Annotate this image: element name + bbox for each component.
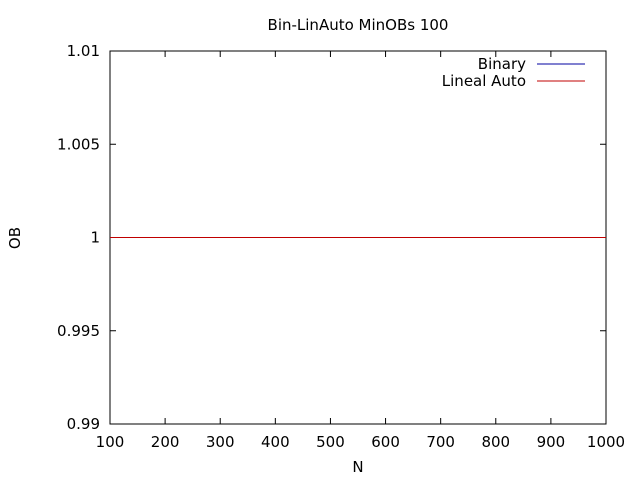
y-tick-label: 1.01 [67,42,100,60]
y-tick-label: 1 [90,229,100,247]
chart-title: Bin-LinAuto MinOBs 100 [268,16,449,34]
x-tick-label: 900 [537,433,566,451]
x-axis-ticks: 100 200 300 400 500 600 700 800 900 1000 [96,51,625,451]
x-tick-label: 200 [151,433,180,451]
x-tick-label: 400 [261,433,290,451]
y-axis-title: OB [6,227,24,249]
x-tick-label: 700 [426,433,455,451]
x-tick-label: 300 [206,433,235,451]
y-axis-ticks: 0.99 0.995 1 1.005 1.01 [57,42,606,433]
legend-label: Lineal Auto [442,72,526,90]
y-tick-label: 0.995 [57,322,100,340]
x-tick-label: 600 [371,433,400,451]
x-tick-label: 800 [481,433,510,451]
x-tick-label: 500 [316,433,345,451]
x-tick-label: 100 [96,433,125,451]
legend-label: Binary [478,55,526,73]
x-tick-label: 1000 [587,433,625,451]
x-axis-title: N [352,458,363,476]
y-tick-label: 1.005 [57,135,100,153]
y-tick-label: 0.99 [67,415,100,433]
